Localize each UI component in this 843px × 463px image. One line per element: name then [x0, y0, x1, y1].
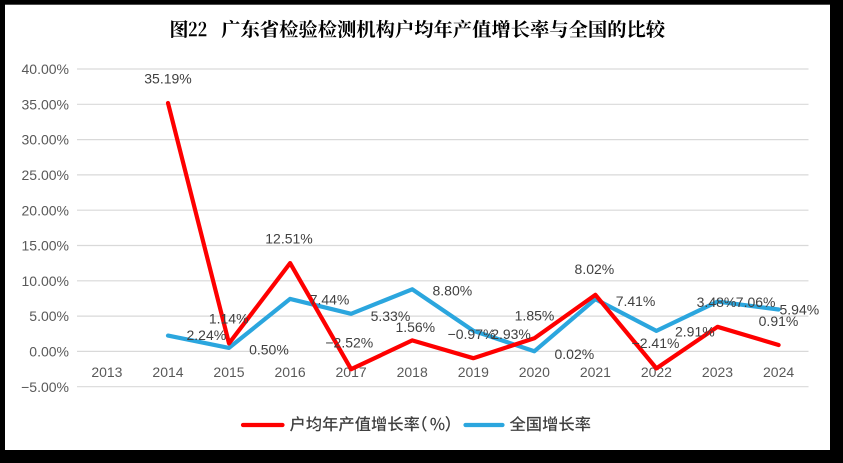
svg-text:−2.52%: −2.52%	[325, 335, 373, 351]
svg-text:7.41%: 7.41%	[616, 293, 656, 309]
svg-text:2017: 2017	[336, 364, 367, 380]
svg-text:15.00%: 15.00%	[22, 238, 69, 254]
svg-text:2018: 2018	[397, 364, 428, 380]
svg-text:40.00%: 40.00%	[22, 61, 69, 77]
svg-text:20.00%: 20.00%	[22, 202, 69, 218]
svg-text:25.00%: 25.00%	[22, 167, 69, 183]
svg-text:2013: 2013	[91, 364, 122, 380]
svg-text:2.93%: 2.93%	[491, 326, 531, 342]
svg-text:2016: 2016	[275, 364, 306, 380]
svg-text:3.48%: 3.48%	[697, 294, 737, 310]
svg-text:1.56%: 1.56%	[395, 319, 435, 335]
svg-text:5.33%: 5.33%	[371, 308, 411, 324]
svg-text:10.00%: 10.00%	[22, 273, 69, 289]
svg-text:8.02%: 8.02%	[575, 261, 615, 277]
svg-text:2021: 2021	[580, 364, 611, 380]
svg-text:0.02%: 0.02%	[555, 346, 595, 362]
svg-text:2023: 2023	[702, 364, 733, 380]
svg-text:0.50%: 0.50%	[249, 341, 289, 357]
svg-text:5.94%: 5.94%	[780, 302, 820, 318]
svg-text:2014: 2014	[152, 364, 183, 380]
svg-text:2015: 2015	[213, 364, 244, 380]
svg-text:30.00%: 30.00%	[22, 132, 69, 148]
svg-text:1.85%: 1.85%	[515, 308, 555, 324]
svg-text:2020: 2020	[519, 364, 550, 380]
svg-text:2022: 2022	[641, 364, 672, 380]
svg-text:35.19%: 35.19%	[144, 71, 191, 87]
svg-text:−0.97%: −0.97%	[448, 326, 496, 342]
svg-text:1.14%: 1.14%	[209, 310, 249, 326]
svg-text:8.80%: 8.80%	[433, 283, 473, 299]
svg-text:7.44%: 7.44%	[310, 292, 350, 308]
svg-text:7.06%: 7.06%	[736, 294, 776, 310]
svg-text:2.91%: 2.91%	[675, 324, 715, 340]
svg-text:2.24%: 2.24%	[187, 327, 227, 343]
svg-text:0.00%: 0.00%	[29, 344, 69, 360]
svg-text:−5.00%: −5.00%	[21, 379, 69, 395]
svg-text:12.51%: 12.51%	[265, 231, 312, 247]
svg-text:35.00%: 35.00%	[22, 96, 69, 112]
svg-text:2019: 2019	[458, 364, 489, 380]
svg-text:−2.41%: −2.41%	[632, 335, 680, 351]
svg-text:2024: 2024	[763, 364, 794, 380]
svg-text:0.91%: 0.91%	[759, 313, 799, 329]
svg-text:5.00%: 5.00%	[29, 308, 69, 324]
